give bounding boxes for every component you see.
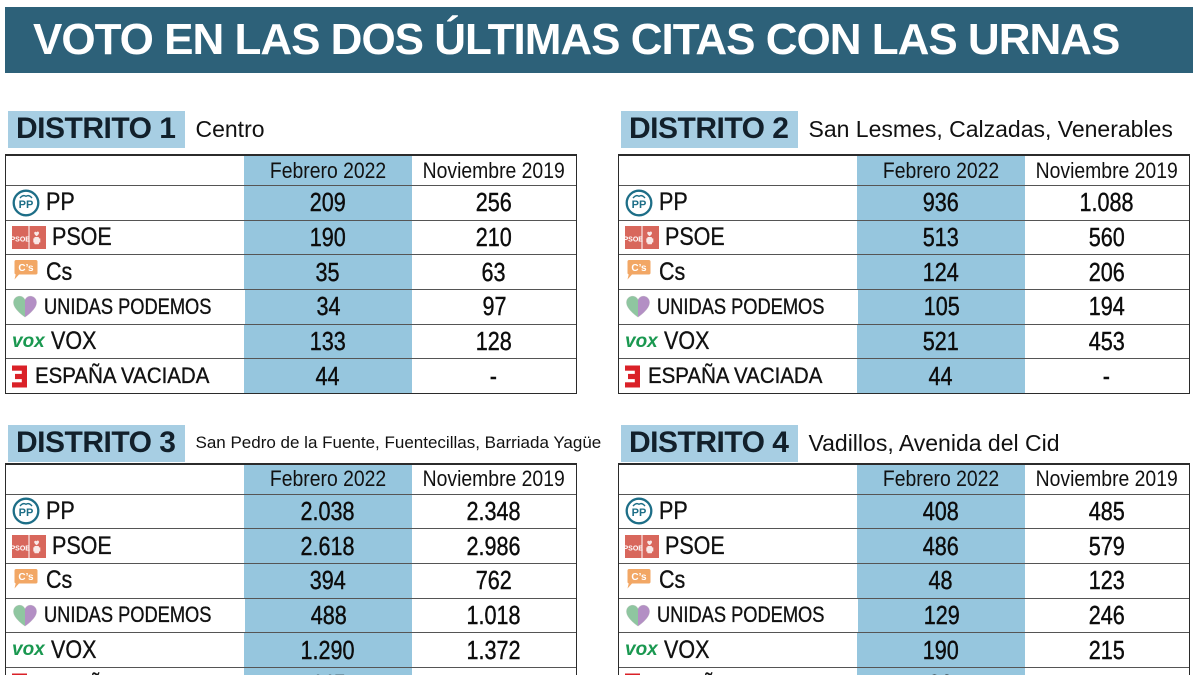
svg-text:C’s: C’s bbox=[18, 572, 34, 583]
svg-text:PSOE: PSOE bbox=[12, 237, 30, 244]
svg-text:C’s: C’s bbox=[631, 572, 647, 583]
svg-text:C’s: C’s bbox=[18, 263, 34, 274]
svg-text:PSOE: PSOE bbox=[625, 545, 643, 552]
svg-text:PSOE: PSOE bbox=[625, 237, 643, 244]
svg-text:PP: PP bbox=[632, 199, 647, 211]
svg-text:PP: PP bbox=[632, 507, 647, 519]
svg-text:PSOE: PSOE bbox=[12, 545, 30, 552]
svg-text:PP: PP bbox=[19, 199, 34, 211]
svg-text:PP: PP bbox=[19, 507, 34, 519]
svg-text:C’s: C’s bbox=[631, 263, 647, 274]
